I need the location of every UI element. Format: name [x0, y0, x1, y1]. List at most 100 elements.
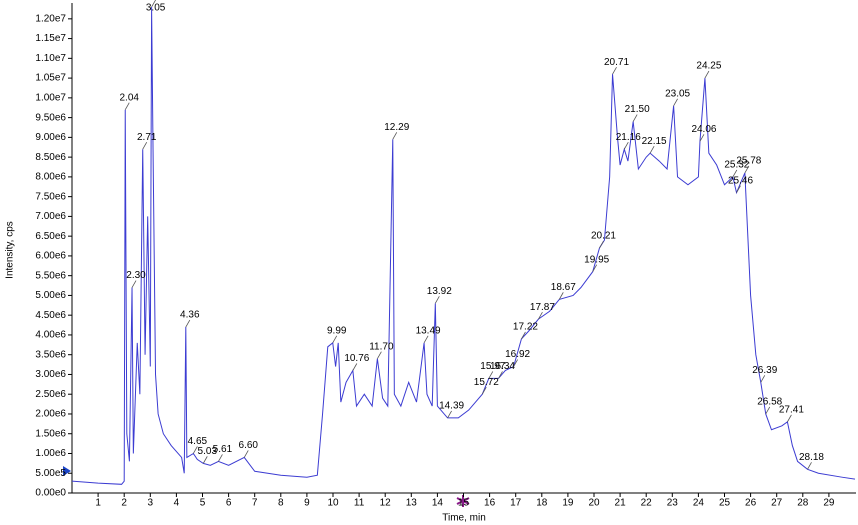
x-tick-label: 24	[693, 498, 705, 509]
y-tick-label: 3.00e6	[35, 369, 66, 380]
peak-leader	[434, 296, 440, 304]
x-tick-label: 29	[823, 498, 835, 509]
peak-label: 12.29	[384, 122, 409, 133]
peak-leader	[392, 132, 398, 140]
y-tick-label: 5.00e5	[35, 468, 66, 479]
y-tick-label: 5.00e6	[35, 290, 66, 301]
x-tick-label: 22	[641, 498, 653, 509]
peak-label: 24.25	[696, 61, 721, 72]
y-tick-label: 3.50e6	[35, 349, 66, 360]
peak-leader	[744, 165, 750, 174]
x-tick-label: 17	[510, 498, 522, 509]
peak-label: 27.41	[779, 405, 804, 416]
peak-leader	[151, 0, 156, 8]
peak-label: 15.72	[474, 377, 499, 388]
peak-leader	[498, 371, 503, 379]
peak-leader	[185, 319, 191, 328]
peak-leader	[632, 114, 638, 122]
x-tick-label: 2	[121, 498, 127, 509]
y-tick-label: 1.10e7	[35, 53, 66, 64]
peak-leader	[488, 371, 494, 379]
y-tick-label: 7.50e6	[35, 191, 66, 202]
x-axis-label: Time, min	[442, 513, 486, 524]
peak-leader	[142, 142, 148, 150]
peak-label: 13.49	[416, 325, 441, 336]
peak-label: 17.22	[513, 322, 538, 333]
peak-label: 14.39	[439, 401, 464, 412]
peak-leader	[131, 280, 137, 288]
peak-leader	[243, 450, 249, 458]
x-tick-label: 23	[667, 498, 679, 509]
peak-label: 25.46	[728, 175, 753, 186]
peak-leader	[202, 456, 208, 464]
peak-label: 20.21	[591, 231, 616, 242]
peak-leader	[193, 446, 198, 454]
peak-label: 2.04	[120, 92, 140, 103]
peak-label: 20.71	[604, 57, 629, 68]
peak-leader	[218, 454, 223, 462]
y-tick-label: 7.00e6	[35, 211, 66, 222]
x-tick-label: 28	[797, 498, 809, 509]
x-tick-label: 26	[745, 498, 757, 509]
y-tick-label: 6.50e6	[35, 231, 66, 242]
peak-leader	[592, 264, 598, 272]
peak-label: 26.58	[757, 397, 782, 408]
y-tick-label: 6.00e6	[35, 251, 66, 262]
x-tick-label: 27	[771, 498, 783, 509]
x-tick-label: 8	[278, 498, 284, 509]
x-tick-label: 5	[200, 498, 206, 509]
y-tick-label: 1.05e7	[35, 73, 66, 84]
peak-leader	[623, 142, 629, 150]
y-tick-label: 4.00e6	[35, 330, 66, 341]
x-tick-label: 14	[432, 498, 444, 509]
x-tick-label: 9	[304, 498, 310, 509]
peak-leader	[787, 414, 792, 423]
peak-leader	[558, 292, 564, 300]
peak-label: 6.60	[239, 440, 259, 451]
peak-label: 26.39	[752, 365, 777, 376]
y-tick-label: 1.20e7	[35, 13, 66, 24]
peak-label: 28.18	[799, 452, 824, 463]
y-tick-label: 1.00e6	[35, 448, 66, 459]
peak-leader	[704, 70, 710, 79]
peak-leader	[521, 331, 526, 340]
peak-leader	[124, 102, 130, 110]
peak-label: 24.06	[691, 124, 716, 135]
y-tick-label: 1.00e7	[35, 92, 66, 103]
peak-label: 16.34	[490, 361, 515, 372]
y-tick-label: 2.50e6	[35, 389, 66, 400]
peak-leader	[760, 375, 766, 383]
peak-label: 10.76	[344, 353, 369, 364]
y-tick-label: 4.50e6	[35, 310, 66, 321]
y-tick-label: 1.15e7	[35, 33, 66, 44]
peak-label: 5.61	[213, 444, 233, 455]
peak-label: 9.99	[327, 325, 347, 336]
x-tick-label: 1	[95, 498, 101, 509]
x-tick-label: 4	[174, 498, 180, 509]
x-tick-label: 18	[536, 498, 548, 509]
y-tick-label: 8.00e6	[35, 172, 66, 183]
peak-label: 25.78	[736, 156, 761, 167]
peak-leader	[732, 169, 738, 178]
peak-label: 2.71	[137, 132, 157, 143]
peak-label: 13.92	[427, 286, 452, 297]
peak-leader	[513, 359, 518, 367]
peak-label: 19.95	[584, 254, 609, 265]
x-tick-label: 16	[484, 498, 496, 509]
y-tick-label: 0.00e0	[35, 488, 66, 499]
arrow-marker	[63, 466, 71, 476]
y-axis-label: Intensity, cps	[5, 221, 16, 279]
x-tick-label: 7	[252, 498, 258, 509]
peak-label: 15.97	[480, 361, 505, 372]
peak-label: 3.05	[146, 3, 166, 14]
peak-label: 21.16	[616, 132, 641, 143]
peak-leader	[447, 410, 452, 419]
peak-leader	[649, 145, 655, 154]
x-tick-label: 15	[458, 498, 470, 509]
peak-leader	[423, 335, 429, 344]
y-tick-label: 9.00e6	[35, 132, 66, 143]
y-tick-label: 1.50e6	[35, 428, 66, 439]
peak-label: 21.50	[625, 104, 650, 115]
